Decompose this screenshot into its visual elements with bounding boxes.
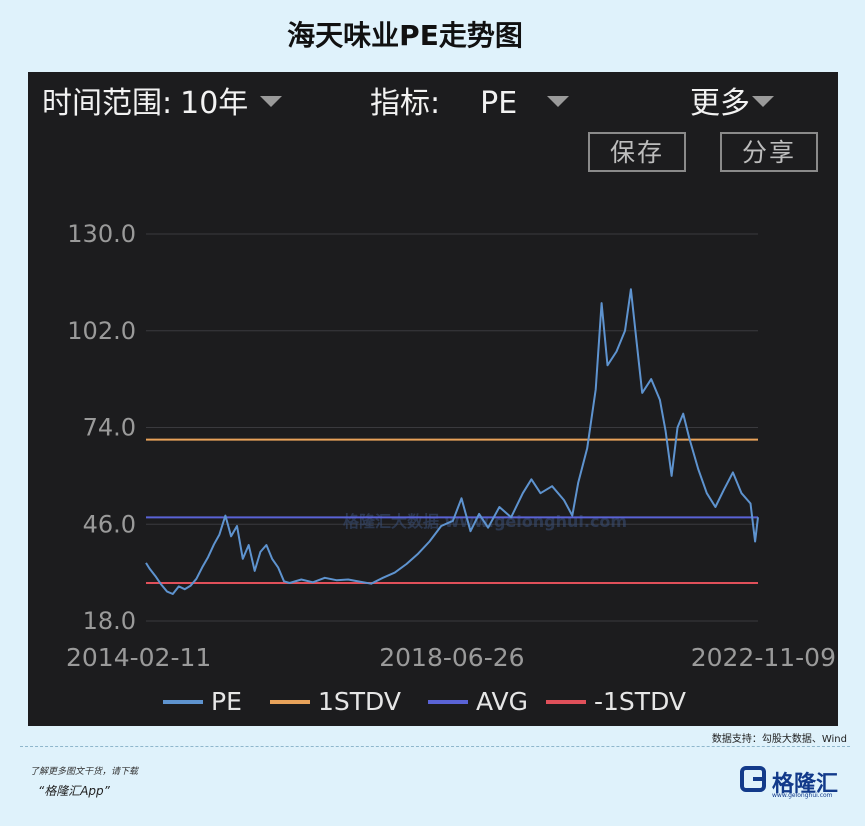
chart-panel: 时间范围: 10年 指标: PE 更多 保存 分享 130.0 102.0 74.0 46… — [28, 72, 838, 726]
brand-url: www.gelonghui.com — [772, 792, 833, 799]
page-title: 海天味业PE走势图 — [287, 19, 523, 52]
time-range-dropdown[interactable]: 时间范围: 10年 — [42, 78, 283, 122]
time-range-label: 时间范围: — [42, 86, 173, 121]
y-tick-label: 18.0 — [83, 607, 136, 635]
legend-label: PE — [211, 687, 242, 716]
legend-label: 1STDV — [318, 687, 401, 716]
chevron-down-icon — [752, 96, 774, 107]
chevron-down-icon — [547, 96, 570, 107]
brand-logo: 格隆汇 www.gelonghui.com — [740, 766, 850, 799]
y-tick-label: 74.0 — [83, 414, 136, 442]
more-label: 更多 — [690, 86, 750, 121]
x-tick-label: 2014-02-11 — [66, 643, 211, 672]
indicator-value: PE — [480, 86, 518, 121]
chevron-down-icon — [260, 96, 283, 107]
more-dropdown[interactable]: 更多 — [690, 78, 774, 122]
share-button[interactable]: 分享 — [720, 132, 818, 172]
x-tick-label: 2018-06-26 — [379, 643, 524, 672]
divider — [20, 746, 850, 747]
data-source: 数据支持：勾股大数据、Wind — [711, 734, 847, 745]
y-tick-label: 102.0 — [67, 317, 136, 345]
save-button[interactable]: 保存 — [588, 132, 686, 172]
series-line-pe — [145, 288, 759, 595]
y-tick-label: 46.0 — [83, 510, 136, 538]
promo-app-name: “格隆汇App” — [38, 784, 110, 798]
indicator-label: 指标: — [370, 86, 441, 121]
brand-name: 格隆汇 — [772, 772, 839, 797]
legend-label: AVG — [476, 687, 528, 716]
x-tick-label: 2022-11-09 — [691, 643, 836, 672]
time-range-value: 10年 — [180, 86, 249, 121]
logo-icon — [740, 766, 766, 792]
indicator-dropdown[interactable]: 指标: PE — [370, 78, 570, 122]
y-tick-label: 130.0 — [67, 220, 136, 248]
promo-text: 了解更多图文干货，请下载 — [30, 767, 139, 777]
legend-label: -1STDV — [594, 687, 686, 716]
